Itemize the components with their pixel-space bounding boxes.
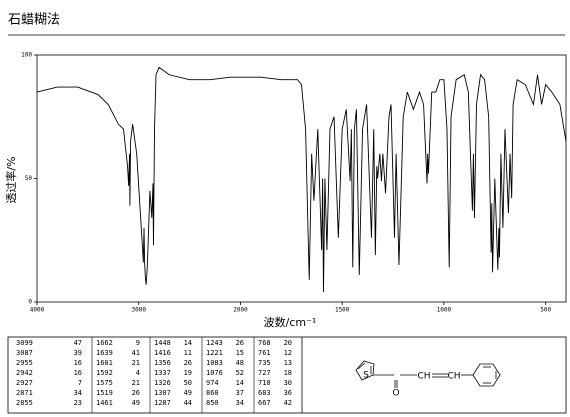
- page-title: 石蜡糊法: [8, 12, 60, 28]
- peak-transmittance: 11: [184, 349, 192, 357]
- peak-wavenumber: 1076: [206, 369, 223, 377]
- peak-wavenumber: 2955: [16, 359, 33, 367]
- peak-transmittance: 26: [184, 359, 192, 367]
- peak-transmittance: 13: [284, 359, 292, 367]
- peak-transmittance: 15: [236, 349, 244, 357]
- peak-wavenumber: 2927: [16, 379, 33, 387]
- peak-transmittance: 12: [284, 349, 292, 357]
- peak-wavenumber: 1083: [206, 359, 223, 367]
- peak-wavenumber: 768: [258, 339, 271, 347]
- x-axis-label: 波数/cm⁻¹: [264, 316, 317, 329]
- peak-transmittance: 34: [74, 389, 82, 397]
- peak-transmittance: 42: [284, 399, 292, 407]
- peak-wavenumber: 3099: [16, 339, 33, 347]
- peak-wavenumber: 1448: [154, 339, 171, 347]
- peak-wavenumber: 735: [258, 359, 271, 367]
- peak-transmittance: 48: [236, 359, 244, 367]
- peak-wavenumber: 3087: [16, 349, 33, 357]
- peak-wavenumber: 1287: [154, 399, 171, 407]
- x-tick-label: 4000: [30, 307, 45, 314]
- peak-wavenumber: 683: [258, 389, 271, 397]
- peak-transmittance: 26: [132, 389, 140, 397]
- peak-transmittance: 39: [74, 349, 82, 357]
- peak-wavenumber: 2942: [16, 369, 33, 377]
- peak-transmittance: 4: [136, 369, 140, 377]
- peak-wavenumber: 850: [206, 399, 219, 407]
- peak-transmittance: 9: [136, 339, 140, 347]
- spectrum-line: [36, 66, 567, 293]
- peak-transmittance: 41: [132, 349, 140, 357]
- peak-transmittance: 21: [132, 359, 140, 367]
- peak-transmittance: 7: [78, 379, 82, 387]
- x-tick-label: 2000: [233, 307, 248, 314]
- peak-transmittance: 36: [284, 389, 292, 397]
- peak-wavenumber: 1519: [96, 389, 113, 397]
- peak-transmittance: 52: [236, 369, 244, 377]
- peak-transmittance: 21: [132, 379, 140, 387]
- peak-transmittance: 47: [74, 339, 82, 347]
- peak-wavenumber: 1356: [154, 359, 171, 367]
- y-tick-label: 50: [25, 175, 33, 182]
- peak-transmittance: 50: [184, 379, 192, 387]
- peak-wavenumber: 710: [258, 379, 271, 387]
- peak-wavenumber: 1601: [96, 359, 113, 367]
- peak-wavenumber: 1337: [154, 369, 171, 377]
- atom-label: O: [392, 389, 399, 399]
- structure-drawing: [301, 337, 501, 413]
- atom-label: CH: [417, 372, 430, 382]
- peak-wavenumber: 1575: [96, 379, 113, 387]
- peak-transmittance: 19: [184, 369, 192, 377]
- peak-wavenumber: 761: [258, 349, 271, 357]
- x-tick-label: 1500: [335, 307, 350, 314]
- peak-wavenumber: 860: [206, 389, 219, 397]
- peak-transmittance: 20: [284, 339, 292, 347]
- peak-wavenumber: 1639: [96, 349, 113, 357]
- peak-wavenumber: 1592: [96, 369, 113, 377]
- plot-frame: [36, 54, 567, 303]
- peak-transmittance: 26: [236, 339, 244, 347]
- atom-label: CH: [447, 372, 460, 382]
- peak-transmittance: 18: [284, 369, 292, 377]
- peak-wavenumber: 667: [258, 399, 271, 407]
- x-tick-label: 500: [540, 307, 551, 314]
- y-tick-label: 0: [28, 299, 32, 306]
- y-axis-label: 透过率/%: [4, 156, 18, 203]
- peak-transmittance: 49: [184, 389, 192, 397]
- peak-wavenumber: 1416: [154, 349, 171, 357]
- y-tick-label: 100: [21, 52, 32, 59]
- peak-transmittance: 23: [74, 399, 82, 407]
- peak-wavenumber: 727: [258, 369, 271, 377]
- peak-wavenumber: 1307: [154, 389, 171, 397]
- peak-wavenumber: 1662: [96, 339, 113, 347]
- peak-wavenumber: 2871: [16, 389, 33, 397]
- peak-transmittance: 14: [184, 339, 192, 347]
- peak-transmittance: 44: [184, 399, 192, 407]
- peak-wavenumber: 1461: [96, 399, 113, 407]
- table-frame: [7, 336, 567, 414]
- peak-transmittance: 37: [236, 389, 244, 397]
- peak-wavenumber: 1326: [154, 379, 171, 387]
- atom-label: S: [363, 371, 369, 381]
- x-tick-label: 3000: [132, 307, 147, 314]
- peak-wavenumber: 974: [206, 379, 219, 387]
- peak-transmittance: 34: [236, 399, 244, 407]
- peak-wavenumber: 2855: [16, 399, 33, 407]
- peak-transmittance: 16: [74, 369, 82, 377]
- peak-wavenumber: 1221: [206, 349, 223, 357]
- peak-transmittance: 30: [284, 379, 292, 387]
- peak-wavenumber: 1243: [206, 339, 223, 347]
- peak-transmittance: 49: [132, 399, 140, 407]
- peak-transmittance: 14: [236, 379, 244, 387]
- x-tick-label: 1000: [437, 307, 452, 314]
- peak-transmittance: 16: [74, 359, 82, 367]
